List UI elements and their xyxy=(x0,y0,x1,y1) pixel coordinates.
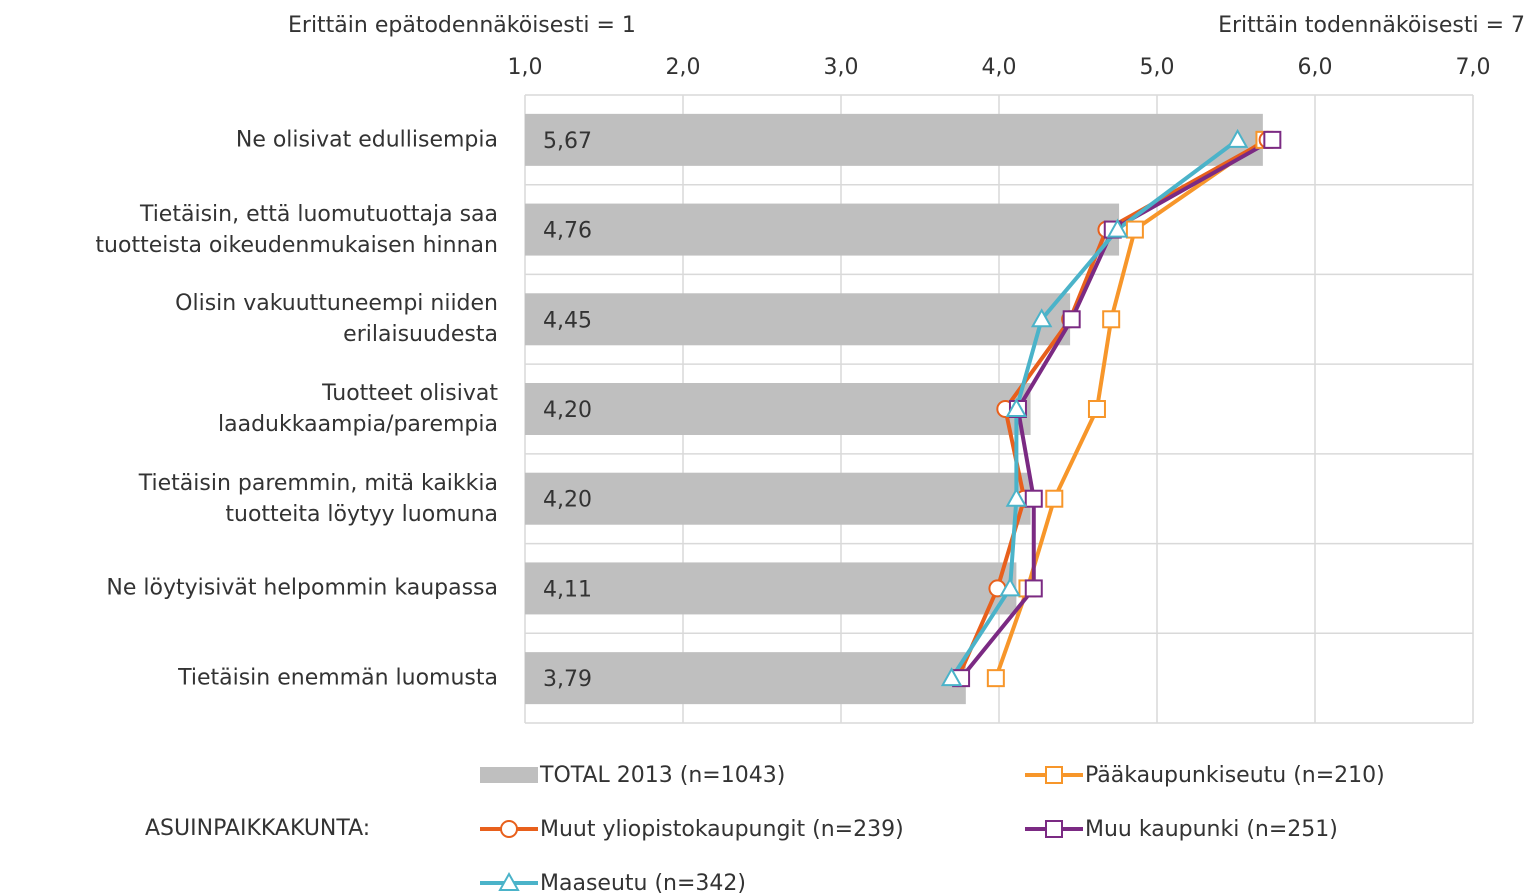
data-label: 3,79 xyxy=(543,667,592,692)
y-tick-label: Tietäisin paremmin, mitä kaikkia tuottei… xyxy=(138,470,498,527)
x-tick-label: 1,0 xyxy=(508,55,543,80)
marker xyxy=(1045,766,1063,784)
data-label: 4,45 xyxy=(543,308,592,333)
legend-swatch xyxy=(480,767,538,783)
bar xyxy=(525,203,1120,256)
marker xyxy=(1106,218,1129,238)
x-tick-label: 2,0 xyxy=(666,55,701,80)
legend-group-label: ASUINPAIKKAKUNTA: xyxy=(145,816,370,841)
x-tick-label: 5,0 xyxy=(1140,55,1175,80)
y-tick-label: Ne olisivat edullisempia xyxy=(235,127,498,153)
marker xyxy=(940,667,963,687)
data-label: 5,67 xyxy=(543,129,592,154)
annotation: Erittäin todennäköisesti = 7 xyxy=(1218,13,1525,38)
marker xyxy=(1263,130,1282,149)
bar xyxy=(525,472,1031,525)
marker xyxy=(498,871,520,891)
data-label: 4,20 xyxy=(543,488,592,513)
x-tick-label: 6,0 xyxy=(1298,55,1333,80)
bar xyxy=(525,113,1263,166)
bar xyxy=(525,562,1017,615)
x-tick-label: 4,0 xyxy=(982,55,1017,80)
marker xyxy=(1030,308,1053,328)
marker xyxy=(1087,400,1106,418)
data-label: 4,20 xyxy=(543,398,592,423)
marker xyxy=(1062,310,1081,329)
legend-label: Muut yliopistokaupungit (n=239) xyxy=(540,817,904,842)
marker xyxy=(999,577,1021,597)
y-tick-label: Tietäisin enemmän luomusta xyxy=(178,665,498,691)
bar xyxy=(525,383,1031,435)
marker xyxy=(500,820,518,838)
annotation: Erittäin epätodennäköisesti = 1 xyxy=(288,13,636,38)
bar xyxy=(525,652,966,705)
y-tick-label: Olisin vakuuttuneempi niiden erilaisuude… xyxy=(175,291,498,348)
y-tick-label: Tietäisin, että luomutuottaja saa tuotte… xyxy=(95,201,498,258)
bar xyxy=(525,293,1071,346)
marker xyxy=(1125,220,1144,239)
data-label: 4,76 xyxy=(543,219,592,244)
marker xyxy=(1005,487,1028,507)
y-tick-label: Ne löytyisivät helpommin kaupassa xyxy=(106,575,498,601)
legend-label: Maaseutu (n=342) xyxy=(540,871,746,894)
x-tick-label: 3,0 xyxy=(824,55,859,80)
legend-label: TOTAL 2013 (n=1043) xyxy=(539,763,785,788)
marker xyxy=(986,669,1005,688)
y-tick-label: Tuotteet olisivat laadukkaampia/parempia xyxy=(218,381,498,437)
marker xyxy=(1005,397,1028,417)
marker xyxy=(1102,310,1121,329)
marker xyxy=(1045,820,1063,838)
legend-label: Muu kaupunki (n=251) xyxy=(1085,817,1338,842)
legend-label: Pääkaupunkiseutu (n=210) xyxy=(1085,763,1385,788)
marker xyxy=(1024,489,1043,508)
marker xyxy=(1226,128,1249,148)
marker xyxy=(1024,579,1043,598)
data-label: 4,11 xyxy=(543,577,592,602)
marker xyxy=(1045,489,1064,508)
x-tick-label: 7,0 xyxy=(1456,55,1491,80)
